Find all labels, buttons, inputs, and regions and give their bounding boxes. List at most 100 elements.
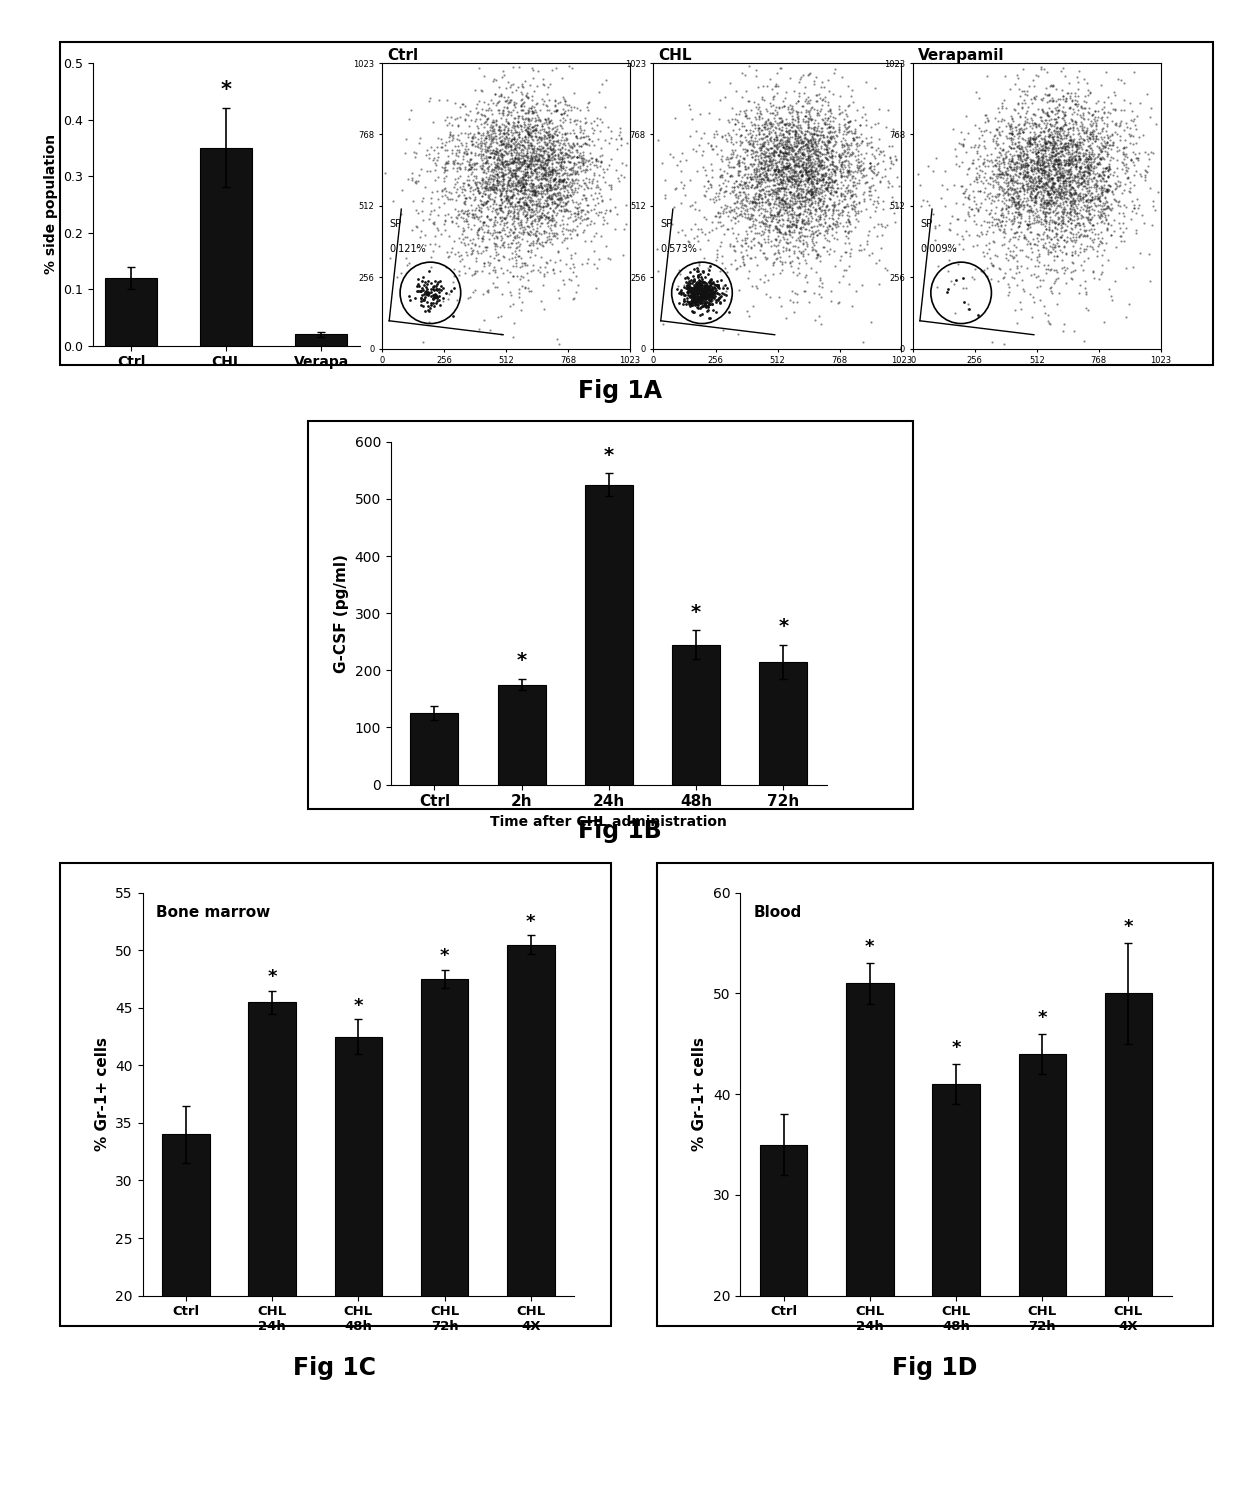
Point xyxy=(699,292,719,316)
Point xyxy=(1060,128,1080,152)
Point xyxy=(1065,164,1085,188)
Point xyxy=(797,234,817,259)
Point xyxy=(544,140,564,164)
Point xyxy=(523,254,543,278)
Point xyxy=(1090,206,1110,230)
Point xyxy=(1078,192,1097,216)
Point xyxy=(776,239,796,263)
Point xyxy=(1035,201,1055,225)
Point xyxy=(779,170,799,194)
Point xyxy=(533,164,553,188)
Point xyxy=(511,114,531,138)
Point xyxy=(453,201,472,225)
Point xyxy=(990,158,1009,182)
Point xyxy=(1044,152,1064,176)
Point xyxy=(687,284,707,308)
Point xyxy=(992,161,1012,185)
Point xyxy=(512,200,532,224)
Point xyxy=(755,165,775,189)
Point xyxy=(820,126,839,150)
Point xyxy=(707,122,727,146)
Point xyxy=(485,155,505,179)
Point xyxy=(1025,137,1045,161)
Point xyxy=(786,179,806,203)
Point xyxy=(543,129,563,153)
Point xyxy=(750,170,770,194)
Point xyxy=(485,141,505,165)
Point xyxy=(1121,108,1141,132)
Point xyxy=(1030,156,1050,180)
Point xyxy=(852,161,872,185)
Point xyxy=(508,75,528,99)
Point xyxy=(743,132,763,156)
Point xyxy=(703,137,723,161)
Point xyxy=(863,159,883,183)
Point xyxy=(724,176,744,200)
Point xyxy=(1069,219,1089,243)
Point xyxy=(1017,192,1037,216)
Point xyxy=(485,254,505,278)
Point xyxy=(492,156,512,180)
Point xyxy=(482,156,502,180)
Point xyxy=(1009,203,1029,227)
Point xyxy=(766,207,786,231)
Point xyxy=(1059,152,1079,176)
Point xyxy=(502,242,522,266)
Point xyxy=(1018,164,1038,188)
Point xyxy=(1049,165,1069,189)
Point xyxy=(828,191,848,215)
Point xyxy=(1007,219,1027,243)
Point xyxy=(479,156,498,180)
Point xyxy=(1083,188,1102,212)
Point xyxy=(1032,167,1052,191)
Point xyxy=(486,159,506,183)
Point xyxy=(749,191,769,215)
Point xyxy=(516,203,536,227)
Point xyxy=(1029,146,1049,170)
Point xyxy=(1043,170,1063,194)
Point xyxy=(750,135,770,159)
Point xyxy=(1058,192,1078,216)
Point xyxy=(506,251,526,275)
Point xyxy=(808,186,828,210)
Point xyxy=(559,183,579,207)
Point xyxy=(541,101,560,125)
Point xyxy=(521,280,541,304)
Point xyxy=(511,176,531,200)
Point xyxy=(1035,131,1055,155)
Point xyxy=(808,167,828,191)
Point xyxy=(723,143,743,167)
Point xyxy=(1063,168,1083,192)
Point xyxy=(816,203,836,227)
Point xyxy=(811,153,831,177)
Point xyxy=(455,137,475,161)
Point xyxy=(694,271,714,295)
Point xyxy=(764,131,784,155)
Point xyxy=(507,99,527,123)
Point xyxy=(541,146,560,170)
Bar xyxy=(1018,1054,1066,1497)
Point xyxy=(503,204,523,228)
Point xyxy=(527,137,547,161)
Point xyxy=(543,222,563,246)
Point xyxy=(787,209,807,233)
Point xyxy=(525,120,544,144)
Point xyxy=(735,176,755,200)
Point xyxy=(485,225,505,249)
Point xyxy=(756,96,776,120)
Point xyxy=(1084,111,1104,135)
Point xyxy=(813,191,833,215)
Point xyxy=(518,195,538,219)
Point xyxy=(1123,256,1143,280)
Point xyxy=(756,191,776,215)
Point xyxy=(512,227,532,251)
Point xyxy=(818,167,838,191)
Point xyxy=(696,287,715,311)
Point xyxy=(751,186,771,210)
Point xyxy=(1009,150,1029,174)
Point xyxy=(445,242,465,266)
Point xyxy=(527,218,547,242)
Bar xyxy=(105,278,157,346)
Point xyxy=(843,189,863,213)
Point xyxy=(1022,92,1042,116)
